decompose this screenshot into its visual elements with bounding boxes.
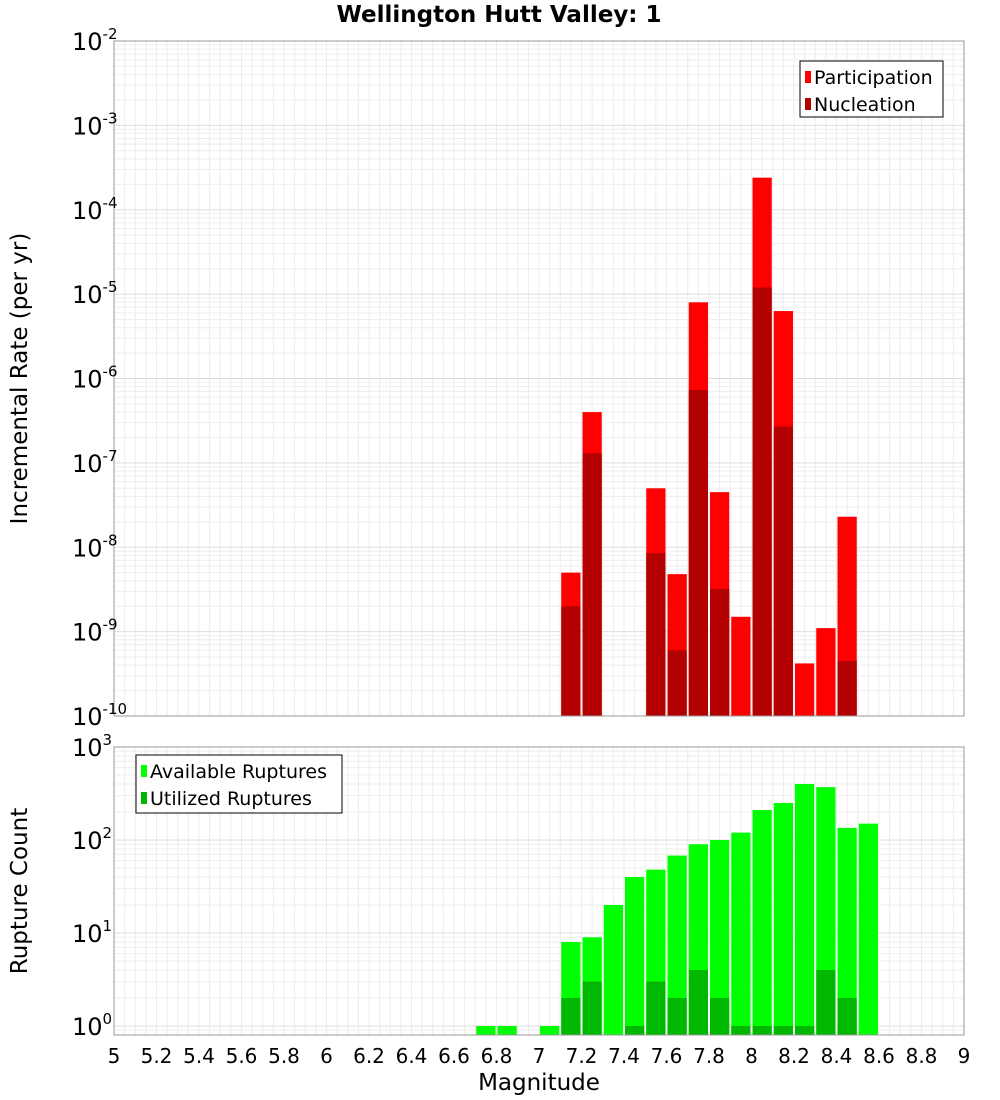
secondary-bar <box>816 969 836 1035</box>
primary-bar <box>795 784 815 1035</box>
primary-bar <box>816 628 836 716</box>
legend-swatch <box>805 98 811 110</box>
rate-plot-frame <box>113 40 965 717</box>
y-tick-label: 10-8 <box>72 531 118 562</box>
secondary-bar <box>625 1025 645 1035</box>
legend-box <box>135 754 343 814</box>
secondary-bar <box>837 997 857 1035</box>
primary-bar <box>731 832 751 1035</box>
x-tick-label: 5.6 <box>226 1044 258 1068</box>
secondary-bar <box>710 589 730 716</box>
secondary-bar <box>667 650 687 716</box>
rate-legend: Participation Nucleation <box>799 60 944 118</box>
rate-bars <box>561 177 857 716</box>
primary-bar <box>625 877 645 1035</box>
primary-bar <box>731 616 751 716</box>
x-tick-label: 7.8 <box>693 1044 725 1068</box>
primary-bar <box>858 823 878 1035</box>
x-tick-label: 7.6 <box>651 1044 683 1068</box>
x-tick-label: 6.2 <box>353 1044 385 1068</box>
primary-bar <box>837 827 857 1035</box>
primary-bar <box>497 1025 517 1035</box>
x-tick-label: 9 <box>958 1044 971 1068</box>
primary-bar <box>773 802 793 1035</box>
secondary-bar <box>561 606 581 716</box>
legend-label: Available Ruptures <box>150 761 327 783</box>
secondary-bar <box>582 981 602 1035</box>
secondary-bar <box>752 287 772 716</box>
x-tick-label: 8.2 <box>778 1044 810 1068</box>
primary-bar <box>603 904 623 1035</box>
primary-bar <box>795 663 815 716</box>
secondary-bar <box>773 1025 793 1035</box>
legend-swatch <box>805 71 811 83</box>
secondary-bar <box>688 969 708 1035</box>
y-tick-label: 10-5 <box>72 278 118 309</box>
secondary-bar <box>752 1025 772 1035</box>
secondary-bar <box>837 660 857 716</box>
primary-bar <box>752 810 772 1035</box>
rate-panel: 10-10 10-9 10-8 10-7 10-6 10-5 10-4 10-3 10-2 In… <box>7 25 965 731</box>
legend-label: Nucleation <box>814 94 916 116</box>
count-panel: 100 101 102 103 5 5.2 5.4 5.6 5.8 6 6.2 6.4 6.6 6.8 7… <box>7 731 970 1096</box>
legend-swatch <box>141 792 147 804</box>
x-tick-label: 6 <box>320 1044 333 1068</box>
y-tick-label: 10-3 <box>72 109 118 140</box>
primary-bar <box>710 839 730 1035</box>
legend-box <box>799 60 944 118</box>
rate-gridlines <box>113 41 965 717</box>
count-legend: Available Ruptures Utilized Ruptures <box>135 754 343 814</box>
x-tick-label: 8 <box>745 1044 758 1068</box>
count-bars <box>476 784 878 1035</box>
y-tick-label: 100 <box>72 1010 112 1041</box>
secondary-bar <box>646 981 666 1035</box>
x-tick-label: 8.6 <box>863 1044 895 1068</box>
secondary-bar <box>710 997 730 1035</box>
secondary-bar <box>582 453 602 716</box>
x-tick-label: 5.2 <box>141 1044 173 1068</box>
primary-bar <box>540 1025 560 1035</box>
x-tick-label: 5.4 <box>183 1044 215 1068</box>
x-tick-label: 6.8 <box>481 1044 513 1068</box>
y-tick-label: 101 <box>72 917 112 948</box>
legend-label: Participation <box>814 67 933 89</box>
count-plot-frame <box>113 746 965 1036</box>
secondary-bar <box>667 997 687 1035</box>
rate-y-axis-label: Incremental Rate (per yr) <box>7 233 33 525</box>
x-tick-label: 8.8 <box>906 1044 938 1068</box>
x-tick-label: 7.2 <box>566 1044 598 1068</box>
primary-bar <box>476 1025 496 1035</box>
secondary-bar <box>731 1025 751 1035</box>
x-tick-label: 7 <box>533 1044 546 1068</box>
primary-bar <box>667 855 687 1035</box>
secondary-bar <box>688 390 708 716</box>
y-tick-label: 103 <box>72 731 112 762</box>
chart-title: Wellington Hutt Valley: 1 <box>336 2 661 28</box>
y-tick-label: 10-10 <box>72 700 127 731</box>
y-tick-label: 10-9 <box>72 616 118 647</box>
x-tick-label: 8.4 <box>821 1044 853 1068</box>
secondary-bar <box>646 553 666 716</box>
x-tick-labels: 5 5.2 5.4 5.6 5.8 6 6.2 6.4 6.6 6.8 7 7.2 7.4 7.6 7.8 8… <box>108 1044 971 1068</box>
y-tick-label: 10-2 <box>72 25 118 56</box>
legend-swatch <box>141 765 147 777</box>
y-tick-label: 102 <box>72 824 112 855</box>
x-tick-label: 6.6 <box>438 1044 470 1068</box>
count-y-axis-label: Rupture Count <box>7 808 33 974</box>
y-tick-label: 10-4 <box>72 194 118 225</box>
rate-y-tick-labels: 10-10 10-9 10-8 10-7 10-6 10-5 10-4 10-3 10-2 <box>72 25 127 731</box>
x-tick-label: 7.4 <box>608 1044 640 1068</box>
y-tick-label: 10-6 <box>72 363 118 394</box>
count-y-tick-labels: 100 101 102 103 <box>72 731 112 1041</box>
secondary-bar <box>795 1025 815 1035</box>
x-tick-label: 5 <box>108 1044 121 1068</box>
x-tick-label: 6.4 <box>396 1044 428 1068</box>
legend-label: Utilized Ruptures <box>150 788 312 810</box>
secondary-bar <box>561 997 581 1035</box>
x-tick-label: 5.8 <box>268 1044 300 1068</box>
y-tick-label: 10-7 <box>72 447 118 478</box>
x-axis-label: Magnitude <box>478 1070 600 1096</box>
secondary-bar <box>773 426 793 716</box>
